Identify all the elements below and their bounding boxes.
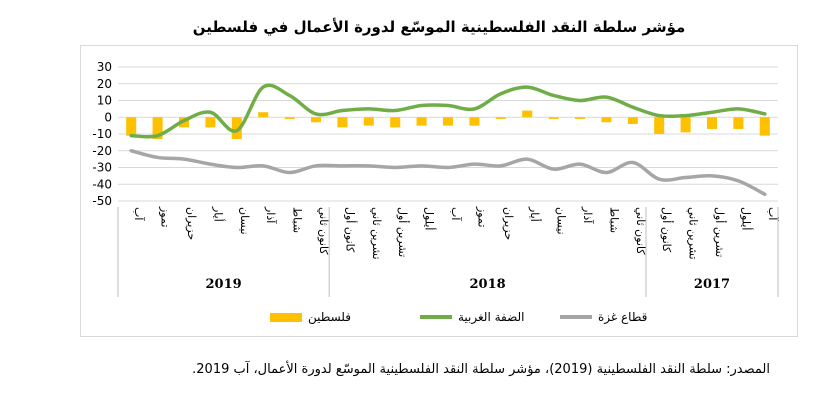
legend-item-gaza-label: قطاع غزة: [598, 310, 647, 325]
y-tick-label: 10: [97, 94, 112, 108]
bar-palestine: [258, 112, 269, 118]
legend-item-palestine-label: فلسطين: [308, 310, 351, 325]
year-label: 2018: [470, 277, 506, 292]
line-west-bank: [129, 83, 767, 139]
y-tick-label: -10: [92, 127, 112, 141]
x-tick-label: كانون ثاني: [317, 207, 330, 255]
bar-palestine: [733, 117, 744, 129]
x-tick-label: شباط: [291, 207, 304, 233]
y-tick-label: -20: [92, 144, 112, 158]
x-tick-label: تشرين أول: [713, 207, 727, 257]
bar-palestine: [601, 117, 612, 123]
x-tick-label: أيلول: [423, 207, 437, 230]
chart-frame: [80, 45, 798, 337]
x-tick-label: آب: [132, 207, 146, 221]
y-tick-label: 20: [97, 77, 112, 91]
x-tick-label: تموز: [475, 206, 488, 227]
x-tick-label: تشرين أول: [396, 207, 410, 257]
source-note: المصدر: سلطة النقد الفلسطينية (2019)، مؤ…: [192, 362, 770, 377]
bar-palestine: [152, 117, 163, 140]
y-tick-label: -30: [92, 161, 112, 175]
bar-palestine: [126, 117, 137, 136]
x-tick-label: آب: [766, 207, 780, 221]
bar-palestine: [548, 117, 559, 119]
bar-palestine: [337, 117, 348, 128]
bar-palestine: [205, 117, 216, 128]
x-tick-label: تشرين ثاني: [370, 207, 383, 260]
x-tick-label: آذار: [264, 206, 278, 224]
legend-item-west-bank-label: الضفة الغربية: [458, 310, 525, 325]
x-tick-label: آب: [449, 207, 463, 221]
y-tick-label: 0: [104, 110, 112, 124]
bar-palestine: [522, 110, 533, 118]
bar-palestine: [310, 117, 322, 123]
bar-palestine: [706, 117, 718, 129]
bar-palestine: [680, 117, 691, 133]
x-tick-label: تشرين ثاني: [687, 207, 700, 260]
x-tick-label: نيسان: [238, 207, 251, 235]
x-tick-label: كانون ثاني: [634, 207, 647, 255]
year-label: 2019: [206, 277, 242, 292]
x-tick-label: أيار: [211, 206, 225, 222]
x-tick-label: حزيران: [185, 207, 198, 240]
x-tick-label: تموز: [159, 206, 172, 227]
bar-palestine: [627, 117, 638, 124]
bar-palestine: [469, 117, 480, 126]
x-tick-label: حزيران: [502, 207, 515, 240]
line-gaza: [129, 149, 767, 197]
legend-item-palestine-swatch: [270, 313, 302, 322]
x-tick-label: كانون أول: [343, 207, 357, 253]
y-tick-label: -50: [92, 194, 112, 208]
x-tick-label: كانون أول: [660, 207, 674, 253]
bar-palestine: [390, 117, 401, 128]
chart-title: مؤشر سلطة النقد الفلسطينية الموسّع لدورة…: [192, 18, 686, 36]
bar-palestine: [654, 117, 665, 134]
bar-palestine: [363, 117, 374, 126]
y-tick-label: -40: [92, 177, 112, 191]
x-tick-label: نيسان: [555, 207, 568, 235]
x-tick-label: أيار: [528, 206, 542, 222]
bar-palestine: [495, 117, 506, 119]
x-tick-label: آذار: [581, 206, 595, 224]
x-tick-label: شباط: [607, 207, 620, 233]
y-tick-label: 30: [97, 60, 112, 74]
bar-palestine: [231, 117, 242, 140]
bar-palestine: [416, 117, 427, 126]
year-label: 2017: [694, 277, 730, 292]
x-tick-label: أيلول: [739, 207, 753, 230]
bar-palestine: [574, 117, 586, 119]
bar-palestine: [442, 117, 454, 126]
bar-palestine: [759, 117, 770, 136]
bar-palestine: [284, 117, 295, 119]
